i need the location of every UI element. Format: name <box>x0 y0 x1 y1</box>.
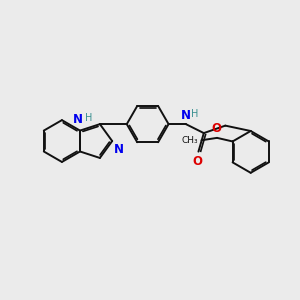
Text: O: O <box>193 155 202 169</box>
Text: H: H <box>85 113 93 123</box>
Text: O: O <box>212 122 221 135</box>
Text: N: N <box>181 109 191 122</box>
Text: H: H <box>191 109 198 119</box>
Text: N: N <box>114 143 124 156</box>
Text: CH₃: CH₃ <box>182 136 199 145</box>
Text: N: N <box>73 113 82 126</box>
